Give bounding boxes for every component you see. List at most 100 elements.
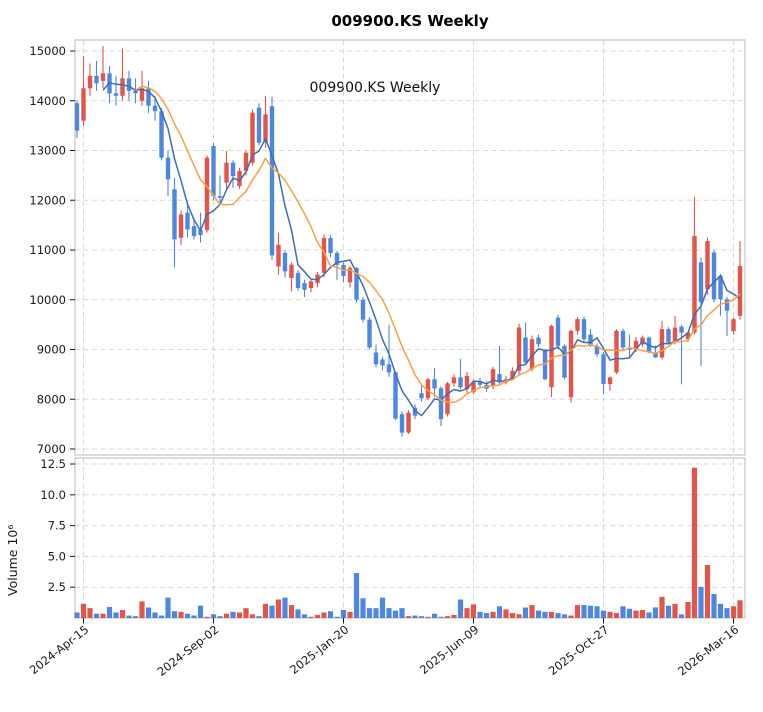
price-tick-label: 14000 — [29, 94, 66, 108]
candle-body — [126, 78, 132, 91]
volume-bar — [418, 616, 425, 618]
volume-bar — [132, 616, 139, 618]
volume-bar — [646, 612, 652, 618]
volume-bar — [444, 616, 451, 618]
candle-body — [445, 383, 450, 415]
volume-bar — [425, 616, 431, 618]
candle-body — [250, 112, 255, 163]
volume-bar — [360, 598, 366, 618]
volume-bar — [106, 606, 113, 618]
candle-body — [211, 146, 216, 197]
volume-bar — [535, 610, 542, 618]
candle-body — [737, 265, 743, 316]
volume-bar — [295, 609, 301, 618]
price-tick-label: 11000 — [29, 243, 66, 257]
candle-body — [282, 252, 288, 272]
candle-body — [529, 339, 535, 370]
ma-10-line — [135, 85, 741, 404]
candle-body — [269, 106, 275, 256]
volume-bar — [438, 616, 444, 618]
volume-bar — [119, 609, 126, 618]
candle-body — [172, 189, 177, 240]
volume-bar — [210, 614, 217, 618]
candle-body — [321, 238, 327, 273]
chart-title: 009900.KS Weekly — [331, 12, 488, 30]
candle-body — [705, 241, 710, 290]
volume-bar — [334, 616, 340, 618]
volume-bar — [301, 614, 308, 618]
candle-body — [243, 152, 249, 171]
candle-body — [679, 326, 684, 333]
volume-bar — [607, 611, 613, 618]
price-tick-label: 9000 — [37, 343, 66, 357]
candle-body — [432, 379, 437, 389]
volume-bar — [431, 613, 438, 618]
volume-bar — [269, 605, 275, 618]
volume-bar — [652, 607, 659, 618]
volume-bar — [561, 614, 568, 618]
volume-bars — [74, 467, 743, 618]
volume-bar — [392, 610, 399, 618]
candle-body — [698, 262, 704, 303]
candle-body — [464, 375, 470, 390]
candle-body — [419, 393, 424, 399]
candle-body — [581, 319, 587, 340]
volume-bar — [678, 614, 685, 618]
volume-bar — [236, 612, 243, 618]
volume-bar — [197, 605, 204, 618]
volume-bar — [522, 607, 529, 618]
volume-bar — [288, 605, 295, 618]
price-tick-label: 10000 — [29, 293, 66, 307]
candle-body — [672, 327, 678, 343]
volume-bar — [353, 573, 360, 618]
candle-body — [425, 379, 431, 399]
volume-tick-label: 5.0 — [48, 549, 66, 563]
candle-body — [276, 244, 281, 267]
volume-bar — [464, 608, 470, 618]
volume-bar — [93, 613, 100, 618]
candle-body — [159, 111, 164, 158]
candle-body — [185, 212, 190, 230]
volume-bar — [399, 608, 405, 618]
volume-bar — [126, 615, 132, 618]
candle-body — [146, 88, 151, 106]
candle-body — [295, 272, 301, 289]
candle-body — [139, 88, 145, 101]
candle-body — [373, 352, 379, 365]
date-tick-label: 2025-Jan-20 — [287, 622, 351, 676]
candle-body — [237, 170, 242, 187]
candle-body — [516, 327, 522, 371]
candle-body — [120, 78, 125, 96]
volume-bar — [171, 611, 178, 618]
candle-body — [100, 73, 106, 81]
candle-body — [354, 267, 359, 300]
volume-tick-label: 12.5 — [40, 457, 66, 471]
volume-bar — [451, 614, 457, 618]
volume-bar — [230, 611, 236, 618]
gridlines — [75, 40, 745, 618]
date-tick-label: 2024-Sep-02 — [155, 622, 222, 679]
candle-body — [289, 264, 294, 279]
candle-body — [256, 107, 262, 143]
candle-body — [477, 382, 483, 385]
candle-body — [178, 214, 184, 238]
candle-body — [490, 369, 496, 386]
volume-bar — [737, 600, 743, 618]
date-tick-label: 2025-Jun-09 — [417, 622, 481, 677]
candle-body — [412, 407, 418, 416]
candle-body — [620, 330, 626, 348]
volume-bar — [80, 603, 87, 618]
volume-bar — [542, 611, 548, 618]
price-tick-label: 8000 — [37, 392, 66, 406]
volume-bar — [613, 613, 620, 618]
candle-body — [536, 337, 541, 345]
candle-body — [81, 88, 86, 121]
volume-bar — [483, 613, 490, 618]
candle-body — [555, 317, 561, 346]
volume-bar — [113, 612, 119, 618]
candle-body — [230, 162, 236, 177]
axis-labels: 7000 8000 9000 10000 11000 12000 13000 14000 150… — [5, 44, 741, 679]
volume-bar — [282, 597, 288, 618]
volume-axis-title: Volume 10⁶ — [5, 525, 20, 596]
date-tick-label: 2026-Mar-16 — [675, 622, 741, 678]
